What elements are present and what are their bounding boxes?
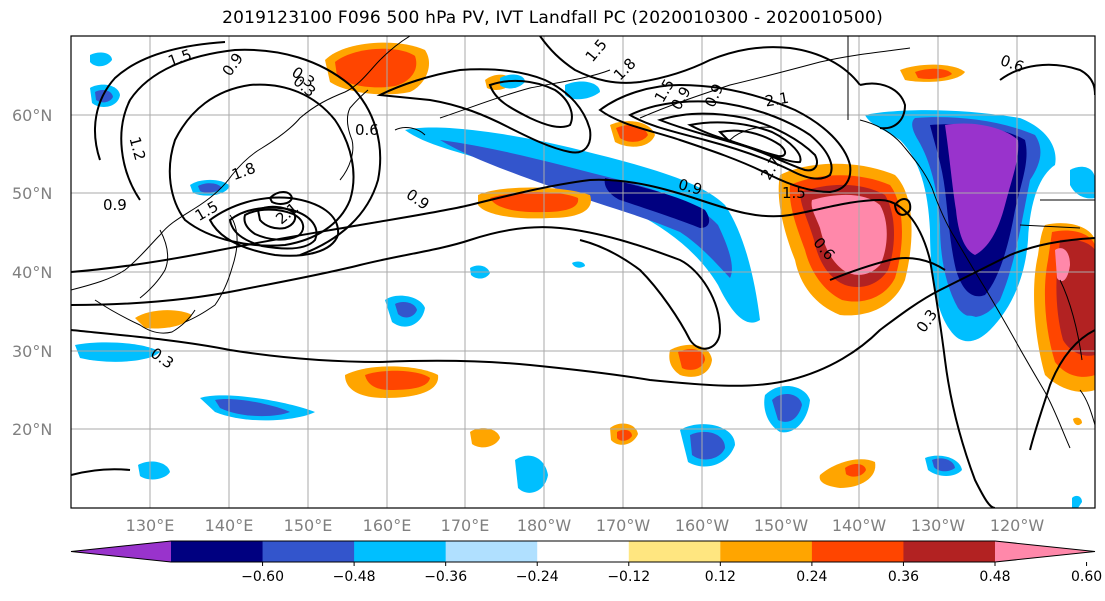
colorbar-segment (262, 541, 355, 562)
contour-label: 0.9 (103, 196, 127, 214)
colorbar-extend-max (995, 541, 1095, 562)
lon-label: 120°W (990, 516, 1045, 535)
contour-label: 1.5 (782, 184, 806, 202)
colorbar-segment (720, 541, 813, 562)
colorbar-tick-label: 0.48 (979, 569, 1010, 585)
contour-label: 1.2 (126, 135, 150, 163)
lat-label: 30°N (12, 342, 52, 361)
lon-label: 130°E (126, 516, 175, 535)
lat-label: 60°N (12, 106, 52, 125)
lon-label: 150°E (284, 516, 333, 535)
pv-contours (71, 36, 1095, 508)
latitude-labels: 20°N 30°N 40°N 50°N 60°N (12, 106, 52, 439)
contour-label: 0.6 (355, 121, 379, 139)
colorbar-tick-label: 0.60 (1071, 569, 1102, 585)
colorbar: −0.60 −0.48 −0.36 −0.24 −0.12 0.12 0.24 0.36 0.4… (70, 540, 1102, 585)
lon-label: 150°W (754, 516, 809, 535)
contour-label: 2.1 (764, 89, 791, 111)
colorbar-outline (70, 540, 1096, 563)
colorbar-tick-label: 0.36 (888, 569, 919, 585)
colorbar-segment (354, 541, 447, 562)
lon-label: 160°E (363, 516, 412, 535)
map-frame (70, 35, 1096, 509)
lon-label: 180°W (517, 516, 572, 535)
lon-label: 140°W (832, 516, 887, 535)
colorbar-tick-label: −0.36 (424, 569, 467, 585)
colorbar-segment (445, 541, 538, 562)
lon-label: 170°E (441, 516, 490, 535)
graticule (71, 36, 1095, 508)
negative-anomaly-band (405, 127, 760, 323)
colorbar-tick-label: 0.24 (796, 569, 827, 585)
lon-label: 160°W (675, 516, 730, 535)
lon-label: 140°E (205, 516, 254, 535)
colorbar-segment (903, 541, 996, 562)
colorbar-tick-label: −0.60 (241, 569, 284, 585)
colorbar-tick-label: −0.24 (516, 569, 559, 585)
longitude-labels: 130°E 140°E 150°E 160°E 170°E 180°W 170°… (126, 516, 1045, 535)
lat-label: 50°N (12, 184, 52, 203)
colorbar-segment (171, 541, 264, 562)
lon-label: 170°W (596, 516, 651, 535)
lon-label: 130°W (911, 516, 966, 535)
chart-title: 2019123100 F096 500 hPa PV, IVT Landfall… (222, 8, 883, 28)
colorbar-tick-label: −0.48 (333, 569, 376, 585)
colorbar-segment (811, 541, 904, 562)
lat-label: 20°N (12, 420, 52, 439)
colorbar-segment (537, 541, 630, 562)
colorbar-extend-min (71, 541, 171, 562)
contour-label: 0.9 (676, 175, 704, 199)
colorbar-tick-label: −0.12 (607, 569, 650, 585)
colorbar-segment (628, 541, 721, 562)
lat-label: 40°N (12, 263, 52, 282)
colorbar-tick-label: 0.12 (705, 569, 736, 585)
ivt-shading (75, 42, 1095, 508)
